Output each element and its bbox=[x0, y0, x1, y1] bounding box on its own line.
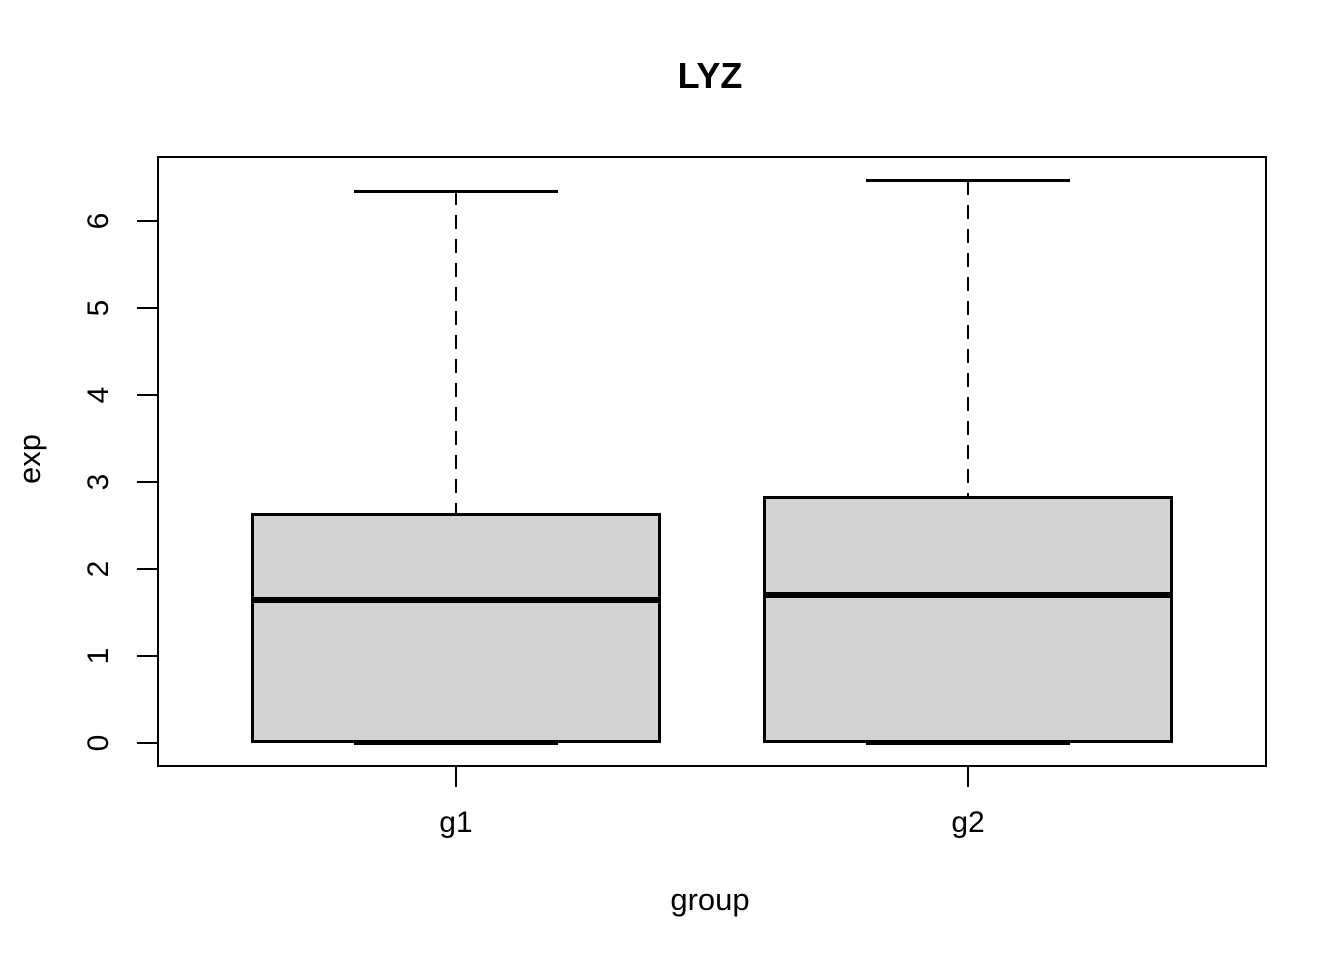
box-g2 bbox=[763, 495, 1173, 744]
y-tick-label: 6 bbox=[82, 212, 115, 230]
y-tick-label: 0 bbox=[82, 734, 115, 752]
y-tick-label: 5 bbox=[82, 299, 115, 317]
x-tick-label: g2 bbox=[951, 806, 985, 839]
x-axis-label: group bbox=[670, 882, 750, 917]
x-tick-mark bbox=[454, 767, 457, 787]
chart-title: LYZ bbox=[677, 55, 743, 96]
median-g2 bbox=[763, 592, 1173, 599]
upper-whisker-cap-g2 bbox=[865, 179, 1071, 183]
y-tick-label: 2 bbox=[82, 560, 115, 578]
y-axis-label: exp bbox=[12, 434, 47, 484]
median-g1 bbox=[251, 597, 661, 604]
upper-whisker-cap-g1 bbox=[353, 189, 559, 193]
plot-area: 0 1 2 3 4 5 6 g1 g2 bbox=[82, 156, 1267, 839]
upper-whisker-g1 bbox=[454, 191, 457, 514]
y-tick-mark bbox=[137, 219, 157, 222]
y-tick-label: 3 bbox=[82, 473, 115, 491]
lower-whisker-cap-g2 bbox=[865, 741, 1071, 745]
upper-whisker-g2 bbox=[967, 180, 970, 496]
lower-whisker-cap-g1 bbox=[353, 741, 559, 745]
box-g1 bbox=[251, 513, 661, 744]
y-tick-mark bbox=[137, 306, 157, 309]
y-tick-mark bbox=[137, 568, 157, 571]
x-tick-mark bbox=[967, 767, 970, 787]
y-tick-label: 4 bbox=[82, 386, 115, 404]
y-tick-label: 1 bbox=[82, 647, 115, 665]
y-tick-mark bbox=[137, 393, 157, 396]
y-tick-mark bbox=[137, 742, 157, 745]
y-tick-mark bbox=[137, 655, 157, 658]
x-tick-label: g1 bbox=[439, 806, 473, 839]
y-tick-mark bbox=[137, 480, 157, 483]
